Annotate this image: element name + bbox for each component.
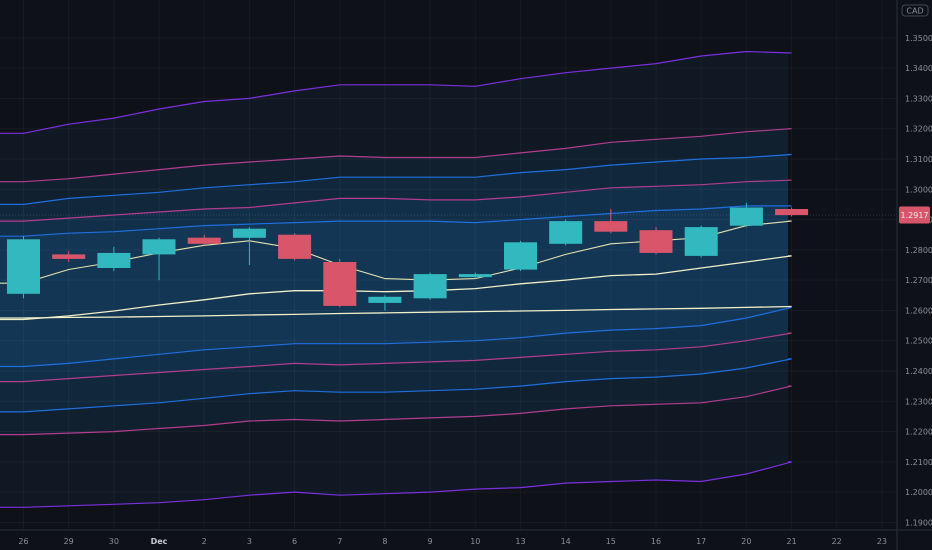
x-tick-label: 15 xyxy=(606,537,616,546)
x-tick-label: 3 xyxy=(247,537,252,546)
y-tick-label: 1.26000 xyxy=(905,306,932,315)
candle-body xyxy=(7,239,40,294)
currency-badge[interactable]: CAD xyxy=(901,4,929,17)
band-upper-line xyxy=(0,205,792,237)
band-upper-line xyxy=(0,179,792,222)
x-tick-label: 22 xyxy=(832,537,842,546)
y-tick-label: 1.20000 xyxy=(905,488,932,497)
band-lower-line xyxy=(0,385,792,436)
y-tick-label: 1.30000 xyxy=(905,185,932,194)
candle-body xyxy=(639,230,673,253)
band-upper-line xyxy=(0,50,792,134)
x-tick-label: Dec xyxy=(151,537,168,546)
candle-body xyxy=(684,227,718,256)
candle-body xyxy=(458,274,492,278)
x-tick-label: 14 xyxy=(561,537,571,546)
last-price-label: 1.2917 xyxy=(901,211,929,220)
long-moving-average-line xyxy=(0,305,792,319)
x-tick-label: 30 xyxy=(109,537,119,546)
candle-body xyxy=(97,252,131,268)
candle-body xyxy=(413,274,447,299)
x-tick-label: 16 xyxy=(651,537,661,546)
x-tick-label: 6 xyxy=(292,537,297,546)
y-tick-label: 1.34000 xyxy=(905,64,932,73)
y-tick-label: 1.35000 xyxy=(905,34,932,43)
band-fill xyxy=(0,154,792,412)
y-tick-label: 1.31000 xyxy=(905,155,932,164)
y-tick-label: 1.27000 xyxy=(905,276,932,285)
candle-body xyxy=(594,221,628,232)
candle-body xyxy=(504,242,537,270)
candle-body xyxy=(368,296,402,303)
x-tick-label: 2 xyxy=(202,537,207,546)
last-price-tag: 1.2917 xyxy=(899,206,930,224)
x-tick-label: 23 xyxy=(877,537,887,546)
x-tick-label: 13 xyxy=(515,537,525,546)
band-lower-line xyxy=(0,461,792,508)
candle-body xyxy=(549,221,583,244)
x-tick-label: 20 xyxy=(741,537,751,546)
candle-body xyxy=(729,207,763,226)
currency-label: CAD xyxy=(906,7,923,16)
y-tick-label: 1.24000 xyxy=(905,367,932,376)
candle-body xyxy=(232,228,266,238)
y-tick-label: 1.28000 xyxy=(905,246,932,255)
y-tick-label: 1.32000 xyxy=(905,125,932,134)
band-lines-layer xyxy=(0,50,792,508)
band-lower-line xyxy=(0,358,792,413)
candle-body xyxy=(775,209,809,216)
band-upper-line xyxy=(0,128,792,183)
mid-moving-average-line xyxy=(0,255,792,321)
candle-body xyxy=(278,234,312,259)
x-tick-label: 7 xyxy=(337,537,342,546)
x-tick-label: 8 xyxy=(382,537,387,546)
x-tick-label: 9 xyxy=(428,537,433,546)
y-tick-label: 1.21000 xyxy=(905,458,932,467)
x-tick-label: 10 xyxy=(470,537,480,546)
candle-body xyxy=(142,239,176,255)
candle-body xyxy=(323,262,357,306)
y-tick-label: 1.19000 xyxy=(905,518,932,527)
band-fill xyxy=(0,128,792,435)
band-lower-line xyxy=(0,332,792,383)
x-tick-label: 21 xyxy=(787,537,797,546)
y-tick-label: 1.23000 xyxy=(905,397,932,406)
currency-badge-frame xyxy=(901,4,929,17)
y-tick-label: 1.25000 xyxy=(905,337,932,346)
candle-body xyxy=(52,254,86,259)
candle-body xyxy=(187,237,221,244)
band-lower-line xyxy=(0,306,792,368)
y-tick-label: 1.33000 xyxy=(905,94,932,103)
last-price-tag-background xyxy=(899,206,930,224)
band-upper-line xyxy=(0,153,792,205)
y-tick-label: 1.22000 xyxy=(905,428,932,437)
x-tick-label: 29 xyxy=(64,537,74,546)
grid-layer xyxy=(0,37,897,523)
candles-layer xyxy=(7,202,809,311)
x-tick-label: 17 xyxy=(696,537,706,546)
x-tick-label: 26 xyxy=(18,537,28,546)
